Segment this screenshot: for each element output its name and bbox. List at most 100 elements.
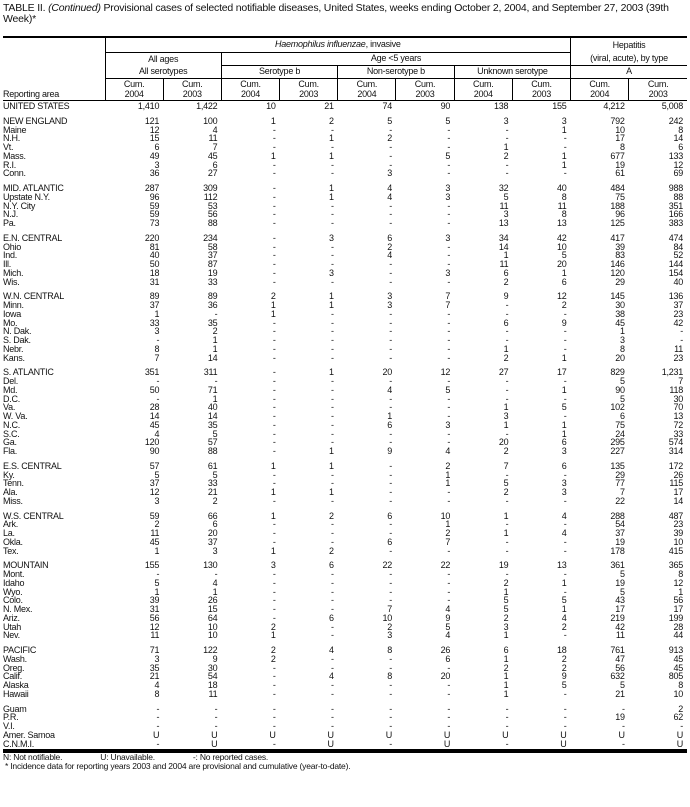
- value-cell: -: [331, 209, 334, 220]
- value-cell: 6: [329, 612, 334, 623]
- value-cell: 3: [561, 446, 567, 456]
- value-cell: 135: [610, 460, 625, 471]
- reporting-area-cell: La.: [3, 528, 15, 538]
- value-cell: 10: [673, 688, 683, 699]
- value-cell: 59: [149, 209, 160, 220]
- table-row: D.C. - 1 - - - - - - 5 30: [3, 393, 687, 404]
- value-cell: 42: [557, 232, 567, 243]
- value-cell: 5: [619, 376, 625, 386]
- value-cell: -: [563, 335, 567, 345]
- value-cell: -: [447, 124, 451, 135]
- value-cell: 11: [615, 630, 625, 641]
- value-cell: -: [156, 703, 160, 714]
- value-cell: 20: [498, 437, 509, 448]
- value-cell: 5: [561, 595, 567, 606]
- value-cell: 1: [387, 411, 392, 421]
- value-cell: 1: [329, 133, 334, 144]
- value-cell: 52: [673, 250, 683, 261]
- reporting-area-cell: Utah: [3, 621, 22, 632]
- reporting-area-cell: N. Mex.: [3, 604, 33, 614]
- value-cell: -: [272, 536, 276, 547]
- table-row: Calif. 21 54 - 4 8 20 1 9 632 805: [3, 672, 687, 681]
- value-cell: 1: [270, 300, 276, 310]
- value-cell: -: [156, 738, 160, 749]
- value-cell: 913: [668, 645, 684, 655]
- cum-label: Cum.: [414, 79, 436, 89]
- value-cell: 31: [149, 604, 160, 614]
- value-cell: 145: [610, 291, 625, 302]
- value-cell: 37: [149, 300, 160, 310]
- value-cell: -: [505, 308, 509, 319]
- value-cell: -: [447, 680, 451, 690]
- value-cell: 54: [615, 519, 625, 530]
- value-cell: 3: [561, 487, 567, 497]
- value-cell: 5: [445, 384, 451, 395]
- table-row: La. 11 20 - - - 2 1 4 37 39: [3, 529, 687, 538]
- value-cell: -: [272, 191, 276, 202]
- value-cell: -: [389, 326, 392, 337]
- value-cell: 5: [503, 595, 509, 606]
- value-cell: 311: [203, 367, 218, 378]
- value-cell: 42: [673, 317, 683, 328]
- value-cell: -: [214, 308, 218, 319]
- reporting-area-cell: N.C.: [3, 419, 20, 430]
- value-cell: -: [505, 738, 509, 749]
- value-cell: 1: [329, 300, 334, 310]
- value-cell: 9: [212, 653, 218, 664]
- unknown-serotype-header: Unknown serotype: [453, 65, 571, 79]
- value-cell: 8: [619, 343, 625, 354]
- value-cell: 3: [387, 300, 392, 310]
- value-cell: 5: [619, 680, 625, 690]
- value-cell: -: [447, 721, 451, 731]
- value-cell: -: [272, 478, 276, 489]
- value-cell: 11: [557, 200, 567, 211]
- value-cell: 7: [678, 376, 683, 386]
- value-cell: 1: [212, 393, 218, 404]
- reporting-area-cell: R.I.: [3, 159, 17, 170]
- value-cell: -: [447, 545, 451, 556]
- table-row: Idaho 5 4 - - - - 2 1 19 12: [3, 577, 687, 588]
- value-cell: 7: [445, 291, 451, 302]
- value-cell: 1: [561, 384, 567, 395]
- value-cell: -: [272, 209, 276, 220]
- value-cell: -: [447, 487, 451, 497]
- table-row: N.C. 45 35 - - 6 3 1 1 75 72: [3, 419, 687, 430]
- reporting-area-cell: N.H.: [3, 133, 20, 144]
- value-cell: U: [211, 738, 218, 749]
- value-cell: -: [563, 569, 567, 579]
- value-cell: -: [272, 419, 276, 430]
- reporting-area-cell: Amer. Samoa: [3, 729, 55, 740]
- value-cell: -: [272, 159, 276, 170]
- value-cell: 1: [445, 469, 451, 480]
- table-row: Iowa 1 - 1 - - - - - 38 23: [3, 308, 687, 319]
- value-cell: 178: [610, 545, 625, 556]
- value-cell: -: [331, 335, 334, 345]
- value-cell: 33: [673, 428, 683, 439]
- value-cell: -: [272, 577, 276, 588]
- value-cell: -: [156, 569, 160, 579]
- value-cell: 19: [207, 267, 218, 278]
- table-row: Nebr. 8 1 - - - - 1 - 8 11: [3, 343, 687, 354]
- value-cell: 5: [503, 191, 509, 202]
- value-cell: -: [563, 495, 567, 506]
- value-cell: -: [447, 703, 451, 714]
- reporting-area-cell: W. Va.: [3, 411, 28, 421]
- value-cell: 829: [610, 367, 625, 378]
- table-row: Mass. 49 45 1 1 - 5 2 1 677 133: [3, 151, 687, 161]
- value-cell: 11: [208, 133, 218, 144]
- region-row: W.N. CENTRAL 89 89 2 1 3 7 9 12 145 136: [3, 292, 687, 301]
- reporting-area-cell: Ky.: [3, 469, 15, 480]
- value-cell: 1: [503, 250, 509, 261]
- value-cell: 5: [445, 115, 451, 126]
- value-cell: -: [331, 586, 334, 597]
- value-cell: 21: [149, 671, 160, 682]
- value-cell: 5: [154, 577, 160, 588]
- value-cell: -: [272, 376, 276, 386]
- value-cell: -: [272, 428, 276, 439]
- value-cell: 6: [212, 519, 218, 530]
- value-cell: 18: [149, 267, 160, 278]
- value-cell: 6: [387, 536, 392, 547]
- value-cell: 32: [498, 183, 509, 193]
- value-cell: 130: [203, 560, 218, 571]
- reporting-area-cell: Alaska: [3, 680, 29, 690]
